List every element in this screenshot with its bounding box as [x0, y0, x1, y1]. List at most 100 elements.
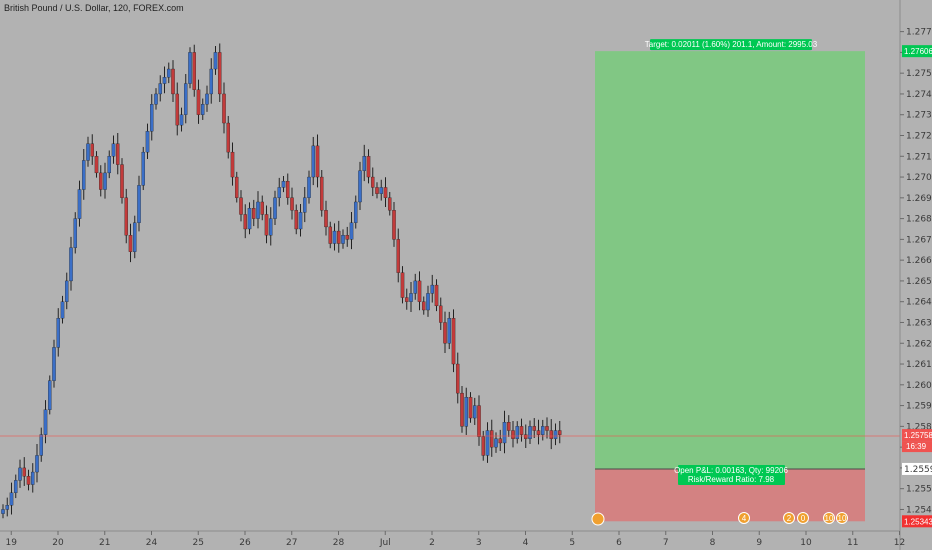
- candle[interactable]: [370, 167, 375, 197]
- candle[interactable]: [162, 66, 167, 94]
- candle[interactable]: [511, 420, 515, 448]
- candle[interactable]: [438, 297, 443, 330]
- candle[interactable]: [277, 177, 281, 207]
- candle[interactable]: [82, 149, 86, 200]
- candle[interactable]: [137, 175, 141, 232]
- candle[interactable]: [558, 420, 562, 444]
- candle[interactable]: [243, 204, 247, 239]
- candle[interactable]: [285, 173, 290, 205]
- candle[interactable]: [290, 187, 294, 220]
- candle[interactable]: [328, 221, 332, 249]
- event-flag-icon[interactable]: [591, 512, 605, 526]
- candle[interactable]: [404, 288, 409, 310]
- candle[interactable]: [13, 474, 18, 499]
- candle[interactable]: [319, 169, 324, 217]
- candle[interactable]: [132, 215, 137, 259]
- candle[interactable]: [5, 497, 10, 517]
- candle[interactable]: [141, 146, 145, 191]
- candle[interactable]: [1, 504, 5, 519]
- candle[interactable]: [336, 220, 341, 253]
- candle[interactable]: [281, 176, 286, 193]
- profit-zone[interactable]: [595, 51, 865, 469]
- position-tool[interactable]: Target: 0.02011 (1.60%) 201.1, Amount: 2…: [595, 39, 865, 522]
- candle[interactable]: [226, 115, 230, 159]
- candle[interactable]: [247, 202, 252, 235]
- candle[interactable]: [124, 188, 129, 244]
- candle[interactable]: [94, 151, 99, 178]
- candle[interactable]: [426, 285, 430, 317]
- candle[interactable]: [532, 418, 537, 438]
- candle[interactable]: [536, 419, 541, 445]
- candle[interactable]: [234, 171, 239, 203]
- candle[interactable]: [65, 272, 69, 310]
- candle[interactable]: [464, 387, 468, 435]
- event-marker[interactable]: 10: [823, 512, 835, 524]
- candle[interactable]: [307, 170, 311, 204]
- candle[interactable]: [217, 43, 222, 102]
- candle[interactable]: [264, 205, 269, 244]
- candle[interactable]: [349, 211, 354, 250]
- candle[interactable]: [375, 182, 379, 199]
- candle[interactable]: [485, 422, 490, 463]
- candle[interactable]: [489, 419, 494, 457]
- candle[interactable]: [166, 62, 171, 84]
- candle[interactable]: [549, 419, 554, 450]
- candle[interactable]: [39, 427, 44, 462]
- candle[interactable]: [443, 311, 447, 353]
- candle[interactable]: [90, 134, 95, 165]
- candle[interactable]: [192, 44, 196, 97]
- candle[interactable]: [154, 88, 158, 110]
- candle[interactable]: [239, 190, 243, 222]
- candle[interactable]: [417, 271, 422, 311]
- candle[interactable]: [256, 191, 260, 229]
- candle[interactable]: [179, 107, 184, 132]
- time-axis[interactable]: 19 20 21 24 25 26 27 28 Jul 2 3 4 5 6 7 8 9 10 11 12: [0, 530, 905, 548]
- candle[interactable]: [145, 123, 150, 160]
- candle[interactable]: [455, 352, 460, 404]
- candle[interactable]: [324, 200, 328, 236]
- candle[interactable]: [472, 397, 477, 425]
- candle[interactable]: [332, 223, 337, 251]
- candle[interactable]: [302, 187, 307, 223]
- candle[interactable]: [379, 179, 383, 201]
- candle[interactable]: [111, 135, 116, 164]
- candle[interactable]: [35, 444, 39, 483]
- candle[interactable]: [315, 134, 320, 188]
- candle[interactable]: [413, 273, 417, 300]
- candle[interactable]: [298, 204, 303, 237]
- candle[interactable]: [128, 223, 133, 263]
- event-marker[interactable]: 0: [797, 512, 809, 524]
- candle[interactable]: [116, 133, 120, 175]
- candle[interactable]: [387, 192, 392, 216]
- candle[interactable]: [205, 85, 209, 112]
- event-marker[interactable]: 10: [836, 512, 848, 524]
- candle[interactable]: [421, 296, 426, 315]
- candle[interactable]: [22, 457, 26, 486]
- candle[interactable]: [366, 149, 371, 184]
- candle[interactable]: [409, 281, 413, 312]
- candle[interactable]: [56, 308, 61, 357]
- candle[interactable]: [451, 309, 456, 373]
- candle[interactable]: [188, 47, 192, 89]
- candle[interactable]: [545, 417, 549, 439]
- candle[interactable]: [502, 410, 507, 454]
- candle[interactable]: [77, 180, 82, 227]
- candle[interactable]: [345, 226, 349, 247]
- candle[interactable]: [171, 60, 175, 102]
- candle[interactable]: [506, 415, 511, 437]
- candle[interactable]: [358, 161, 362, 211]
- candle[interactable]: [222, 82, 226, 134]
- candle[interactable]: [353, 195, 358, 229]
- candle[interactable]: [99, 165, 103, 197]
- candle[interactable]: [460, 386, 464, 433]
- candle[interactable]: [149, 94, 154, 141]
- candle[interactable]: [362, 144, 366, 182]
- candle[interactable]: [52, 339, 56, 388]
- candle[interactable]: [273, 190, 277, 225]
- candle[interactable]: [213, 45, 218, 75]
- candle[interactable]: [341, 229, 345, 249]
- candle[interactable]: [60, 295, 65, 324]
- candle[interactable]: [251, 199, 256, 227]
- candle[interactable]: [434, 279, 439, 312]
